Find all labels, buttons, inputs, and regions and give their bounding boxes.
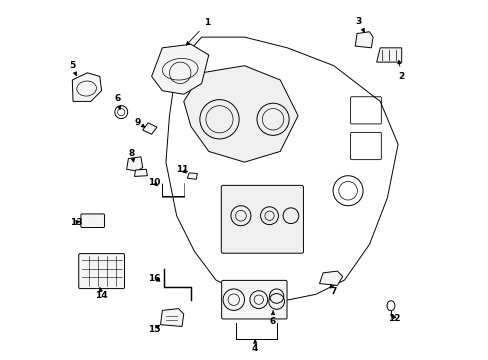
Text: 3: 3 [355, 17, 364, 32]
PathPatch shape [134, 169, 147, 176]
Text: 11: 11 [175, 165, 188, 174]
Text: 14: 14 [95, 288, 108, 300]
Text: 7: 7 [329, 284, 336, 296]
Text: 6: 6 [269, 311, 276, 325]
PathPatch shape [319, 271, 342, 285]
Text: 8: 8 [128, 149, 135, 162]
PathPatch shape [151, 44, 208, 94]
Text: 16: 16 [148, 274, 161, 283]
PathPatch shape [354, 32, 372, 48]
Text: 2: 2 [397, 60, 404, 81]
Text: 15: 15 [148, 325, 161, 334]
PathPatch shape [142, 123, 157, 134]
Text: 5: 5 [69, 61, 77, 76]
PathPatch shape [126, 157, 142, 171]
FancyBboxPatch shape [221, 280, 286, 319]
Text: 9: 9 [134, 118, 144, 127]
Text: 13: 13 [69, 218, 82, 227]
Text: 10: 10 [148, 178, 161, 187]
Text: 6: 6 [114, 94, 121, 109]
Text: 12: 12 [387, 314, 400, 323]
PathPatch shape [160, 309, 183, 327]
Text: 4: 4 [251, 340, 258, 353]
PathPatch shape [183, 66, 298, 162]
FancyBboxPatch shape [221, 185, 303, 253]
PathPatch shape [72, 73, 102, 102]
Text: 1: 1 [186, 18, 210, 45]
FancyBboxPatch shape [81, 214, 104, 228]
PathPatch shape [376, 48, 401, 62]
PathPatch shape [187, 173, 197, 179]
FancyBboxPatch shape [79, 253, 124, 289]
